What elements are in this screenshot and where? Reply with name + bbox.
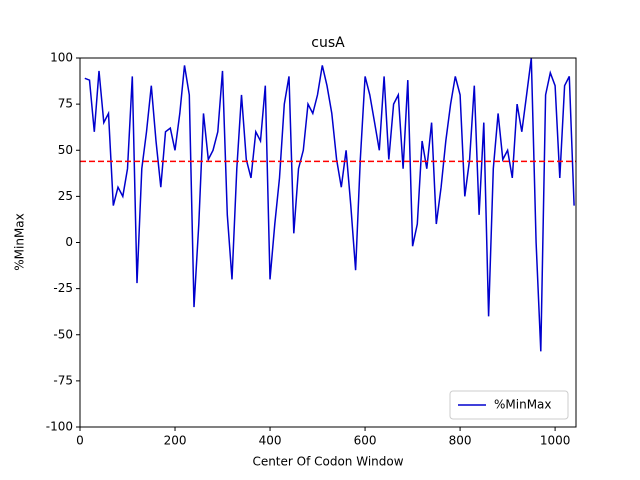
y-tick-label: -25 — [53, 281, 73, 295]
y-axis-label: %MinMax — [13, 213, 27, 271]
x-tick-label: 200 — [164, 434, 187, 448]
plot-frame — [79, 57, 577, 428]
x-axis-label: Center Of Codon Window — [252, 455, 403, 469]
x-tick-label: 600 — [354, 434, 377, 448]
legend-box — [449, 390, 569, 420]
y-tick-label: 50 — [58, 143, 73, 157]
x-tick-label: 0 — [76, 434, 84, 448]
y-tick-label: 100 — [50, 51, 73, 65]
x-tick-label: 400 — [259, 434, 282, 448]
y-tick-label: -50 — [53, 327, 73, 341]
y-tick-label: 75 — [58, 97, 73, 111]
data-line — [84, 57, 575, 352]
y-tick-label: -100 — [46, 420, 73, 434]
chart-title: cusA — [311, 35, 345, 51]
x-tick-label: 1000 — [540, 434, 571, 448]
y-tick-label: 25 — [58, 189, 73, 203]
y-tick-label: 0 — [65, 235, 73, 249]
legend-label: %MinMax — [494, 398, 552, 412]
x-tick-label: 800 — [449, 434, 472, 448]
y-tick-label: -75 — [53, 373, 73, 387]
